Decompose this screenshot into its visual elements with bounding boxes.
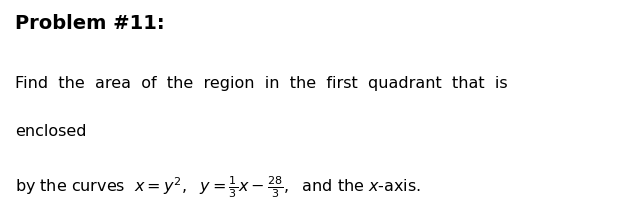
Text: enclosed: enclosed	[15, 124, 87, 139]
Text: Find  the  area  of  the  region  in  the  first  quadrant  that  is: Find the area of the region in the first…	[15, 76, 508, 91]
Text: by the curves  $x = y^{2},\ \ y = \frac{1}{3}x - \frac{28}{3},$  and the $x$-axi: by the curves $x = y^{2},\ \ y = \frac{1…	[15, 174, 421, 200]
Text: Problem #11:: Problem #11:	[15, 14, 165, 33]
